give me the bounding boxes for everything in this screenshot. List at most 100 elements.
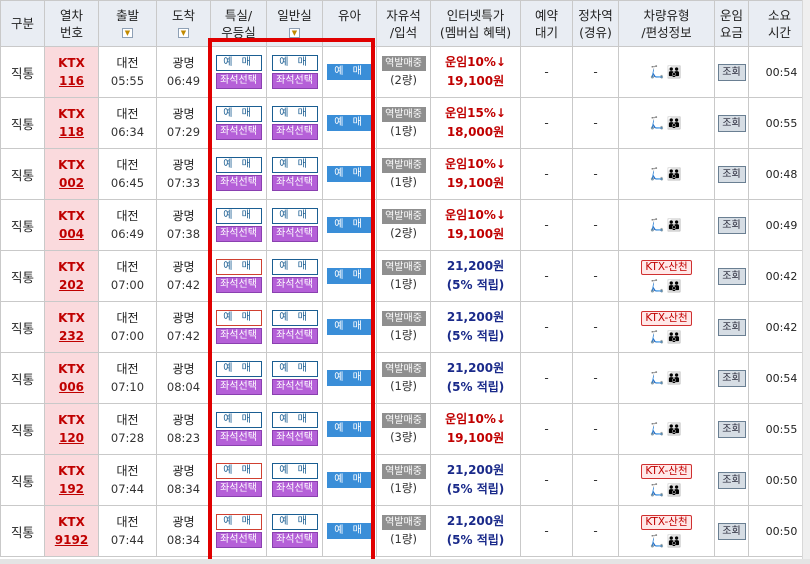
child-book-button[interactable]: 예 매 [326, 523, 373, 539]
train-number-cell[interactable]: KTX 006 [44, 352, 99, 404]
fare-lookup-button[interactable]: 조회 [717, 216, 746, 234]
special-seat-select-button[interactable]: 좌석선택 [215, 124, 262, 140]
train-number-link[interactable]: 116 [58, 74, 85, 88]
fare-lookup-button[interactable]: 조회 [717, 114, 746, 132]
depart-station: 대전 [116, 158, 139, 172]
general-book-button[interactable]: 예 매 [271, 514, 318, 530]
special-seat-select-button[interactable]: 좌석선택 [215, 226, 262, 242]
train-number-cell[interactable]: KTX 192 [44, 454, 99, 506]
table-row: 직통 KTX 004 대전 06:49 광명 07:38 예 매 좌석선택 예 … [0, 199, 810, 251]
wheelchair-family-icon: 🛴👪 [649, 482, 684, 497]
child-book-button[interactable]: 예 매 [326, 166, 373, 182]
train-number-link[interactable]: 202 [58, 278, 85, 292]
special-book-button[interactable]: 예 매 [215, 514, 262, 530]
train-number-link[interactable]: 232 [58, 329, 85, 343]
general-book-button[interactable]: 예 매 [271, 106, 318, 122]
special-book-button[interactable]: 예 매 [215, 106, 262, 122]
fare-lookup-button[interactable]: 조회 [717, 165, 746, 183]
special-seat-select-button[interactable]: 좌석선택 [215, 481, 262, 497]
child-book-button[interactable]: 예 매 [326, 472, 373, 488]
train-number-link[interactable]: 006 [58, 380, 85, 394]
deal-line-1: 21,200원 [446, 361, 505, 375]
special-seat-select-button[interactable]: 좌석선택 [215, 73, 262, 89]
special-book-button[interactable]: 예 매 [215, 412, 262, 428]
special-seat-select-button[interactable]: 좌석선택 [215, 175, 262, 191]
arrive-time: 07:38 [166, 227, 201, 241]
ktx-sancheon-badge[interactable]: KTX-산천 [641, 310, 692, 326]
train-number-cell[interactable]: KTX 116 [44, 46, 99, 98]
train-number-link[interactable]: 118 [58, 125, 85, 139]
train-number-link[interactable]: 004 [58, 227, 85, 241]
fare-lookup-button[interactable]: 조회 [717, 369, 746, 387]
special-seat-cell: 예 매 좌석선택 [210, 301, 267, 353]
special-book-button[interactable]: 예 매 [215, 157, 262, 173]
special-book-button[interactable]: 예 매 [215, 259, 262, 275]
table-row: 직통 KTX 192 대전 07:44 광명 08:34 예 매 좌석선택 예 … [0, 454, 810, 506]
train-number-cell[interactable]: KTX 004 [44, 199, 99, 251]
arrive-cell: 광명 07:42 [156, 250, 211, 302]
fare-lookup-button[interactable]: 조회 [717, 522, 746, 540]
general-book-button[interactable]: 예 매 [271, 208, 318, 224]
child-book-button[interactable]: 예 매 [326, 64, 373, 80]
ktx-sancheon-badge[interactable]: KTX-산천 [641, 259, 692, 275]
general-book-button[interactable]: 예 매 [271, 310, 318, 326]
special-book-button[interactable]: 예 매 [215, 463, 262, 479]
general-seat-select-button[interactable]: 좌석선택 [271, 430, 318, 446]
train-number-cell[interactable]: KTX 202 [44, 250, 99, 302]
child-book-button[interactable]: 예 매 [326, 268, 373, 284]
sort-depart-icon[interactable]: ▼ [122, 28, 133, 38]
general-book-button[interactable]: 예 매 [271, 259, 318, 275]
train-number-cell[interactable]: KTX 9192 [44, 505, 99, 557]
special-book-button[interactable]: 예 매 [215, 208, 262, 224]
special-seat-select-button[interactable]: 좌석선택 [215, 328, 262, 344]
special-book-button[interactable]: 예 매 [215, 55, 262, 71]
special-book-button[interactable]: 예 매 [215, 361, 262, 377]
special-seat-select-button[interactable]: 좌석선택 [215, 379, 262, 395]
general-book-button[interactable]: 예 매 [271, 412, 318, 428]
special-seat-select-button[interactable]: 좌석선택 [215, 430, 262, 446]
train-number-cell[interactable]: KTX 002 [44, 148, 99, 200]
fare-lookup-button[interactable]: 조회 [717, 318, 746, 336]
fare-lookup-button[interactable]: 조회 [717, 63, 746, 81]
fare-lookup-button[interactable]: 조회 [717, 420, 746, 438]
sort-arrive-icon[interactable]: ▼ [178, 28, 189, 38]
general-book-button[interactable]: 예 매 [271, 157, 318, 173]
general-book-button[interactable]: 예 매 [271, 55, 318, 71]
general-seat-select-button[interactable]: 좌석선택 [271, 379, 318, 395]
general-seat-select-button[interactable]: 좌석선택 [271, 328, 318, 344]
child-book-button[interactable]: 예 매 [326, 370, 373, 386]
train-number-cell[interactable]: KTX 232 [44, 301, 99, 353]
vertical-scrollbar[interactable] [802, 0, 810, 564]
special-seat-select-button[interactable]: 좌석선택 [215, 277, 262, 293]
ktx-sancheon-badge[interactable]: KTX-산천 [641, 514, 692, 530]
general-seat-select-button[interactable]: 좌석선택 [271, 226, 318, 242]
depart-time: 06:45 [110, 176, 145, 190]
ktx-sancheon-badge[interactable]: KTX-산천 [641, 463, 692, 479]
fare-cell: 조회 [714, 250, 749, 302]
train-number-link[interactable]: 192 [58, 482, 85, 496]
general-seat-select-button[interactable]: 좌석선택 [271, 532, 318, 548]
fare-lookup-button[interactable]: 조회 [717, 267, 746, 285]
child-book-button[interactable]: 예 매 [326, 421, 373, 437]
child-book-button[interactable]: 예 매 [326, 319, 373, 335]
train-number-link[interactable]: 9192 [54, 533, 89, 547]
train-number-link[interactable]: 120 [58, 431, 85, 445]
general-book-button[interactable]: 예 매 [271, 463, 318, 479]
child-book-button[interactable]: 예 매 [326, 115, 373, 131]
general-seat-select-button[interactable]: 좌석선택 [271, 73, 318, 89]
general-seat-select-button[interactable]: 좌석선택 [271, 124, 318, 140]
train-number-cell[interactable]: KTX 120 [44, 403, 99, 455]
train-number-link[interactable]: 002 [58, 176, 85, 190]
general-seat-select-button[interactable]: 좌석선택 [271, 277, 318, 293]
general-book-button[interactable]: 예 매 [271, 361, 318, 377]
fare-lookup-button[interactable]: 조회 [717, 471, 746, 489]
general-seat-select-button[interactable]: 좌석선택 [271, 175, 318, 191]
horizontal-scrollbar[interactable] [0, 559, 810, 564]
general-seat-select-button[interactable]: 좌석선택 [271, 481, 318, 497]
train-number-cell[interactable]: KTX 118 [44, 97, 99, 149]
special-book-button[interactable]: 예 매 [215, 310, 262, 326]
child-book-button[interactable]: 예 매 [326, 217, 373, 233]
sort-general-icon[interactable]: ▼ [289, 28, 300, 38]
special-seat-cell: 예 매 좌석선택 [210, 505, 267, 557]
special-seat-select-button[interactable]: 좌석선택 [215, 532, 262, 548]
